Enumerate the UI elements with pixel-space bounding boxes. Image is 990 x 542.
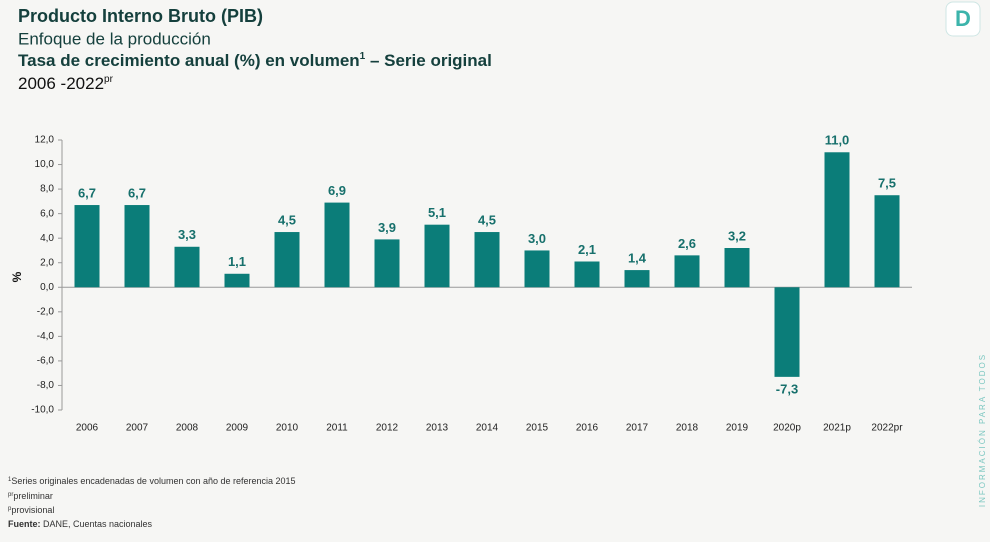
bar	[274, 232, 300, 288]
value-label: 5,1	[428, 205, 446, 220]
x-tick-label: 2007	[126, 423, 149, 434]
note: pprovisional	[8, 505, 54, 515]
bar	[74, 205, 100, 288]
x-tick-label: 2017	[626, 423, 649, 434]
period-main: 2006 -2022	[18, 74, 104, 93]
value-label: 7,5	[878, 176, 896, 191]
subtitle: Enfoque de la producción	[18, 29, 211, 48]
plot: -10,0 -8,0 -6,0 -4,0 -2,0 0,0 2,0 4,0 6,0 8,0 10,0…	[31, 133, 912, 434]
chart-title: Tasa de crecimiento anual (%) en volumen…	[18, 51, 492, 71]
value-label: 6,9	[328, 183, 346, 198]
bar	[624, 270, 650, 288]
y-tick-label: 10,0	[35, 159, 55, 170]
bar	[124, 205, 150, 288]
note-text: Series originales encadenadas de volumen…	[11, 476, 295, 486]
x-tick-label: 2009	[226, 423, 249, 434]
bar	[874, 195, 900, 288]
y-axis-label: %	[10, 271, 24, 282]
value-label: 3,2	[728, 228, 746, 243]
y-tick-label: 2,0	[40, 257, 54, 268]
x-tick-label: 2008	[176, 423, 199, 434]
logo-box	[945, 1, 981, 37]
note-text: preliminar	[13, 491, 53, 501]
x-tick-label: 2010	[276, 423, 299, 434]
x-tick-label: 2014	[476, 423, 499, 434]
value-label: 3,3	[178, 227, 196, 242]
x-tick-label: 2012	[376, 423, 399, 434]
y-tick-label: -4,0	[37, 331, 55, 342]
y-tick-label: 8,0	[40, 184, 54, 195]
logo: D	[955, 6, 971, 31]
value-label: 2,1	[578, 242, 596, 257]
value-label: 1,4	[628, 251, 647, 266]
value-label: 6,7	[128, 185, 146, 200]
note: prpreliminar	[8, 491, 53, 501]
x-tick-label: 2022pr	[871, 423, 903, 434]
x-tick-label: 2018	[676, 423, 699, 434]
note-sup: p	[8, 506, 12, 512]
title: Producto Interno Bruto (PIB)	[18, 6, 263, 26]
x-tick-label: 2013	[426, 423, 449, 434]
bar	[324, 202, 350, 288]
value-label: 6,7	[78, 185, 96, 200]
value-label: -7,3	[776, 381, 798, 396]
bar	[374, 239, 400, 288]
bar	[724, 248, 750, 288]
value-label: 4,5	[478, 212, 496, 227]
value-label: 1,1	[228, 254, 246, 269]
y-tick-label: -10,0	[31, 405, 54, 416]
chart-title-rest: – Serie original	[365, 51, 492, 70]
period: 2006 -2022pr	[18, 74, 114, 94]
x-tick-label: 2016	[576, 423, 599, 434]
period-sup: pr	[104, 74, 114, 85]
bar	[424, 224, 450, 288]
bar	[524, 250, 550, 288]
x-tick-label: 2021p	[823, 423, 851, 434]
bar	[824, 152, 850, 288]
source: Fuente: DANE, Cuentas nacionales	[8, 519, 153, 529]
source-label: Fuente:	[8, 519, 41, 529]
y-tick-label: -2,0	[37, 306, 55, 317]
note: 1Series originales encadenadas de volume…	[8, 476, 296, 486]
chart-title-sup: 1	[360, 51, 366, 62]
bar	[224, 273, 250, 288]
y-tick-label: 4,0	[40, 233, 54, 244]
x-tick-label: 2006	[76, 423, 99, 434]
value-label: 2,6	[678, 236, 696, 251]
chart-title-main: Tasa de crecimiento anual (%) en volumen	[18, 51, 360, 70]
y-tick-label: -8,0	[37, 380, 55, 391]
value-label: 3,0	[528, 231, 546, 246]
bar	[174, 246, 200, 288]
bar	[574, 261, 600, 288]
x-tick-label: 2015	[526, 423, 549, 434]
bar	[774, 287, 800, 377]
y-tick-label: 6,0	[40, 208, 54, 219]
x-tick-label: 2011	[326, 423, 348, 434]
y-tick-label: 12,0	[35, 135, 55, 146]
bar	[674, 255, 700, 288]
value-label: 3,9	[378, 220, 396, 235]
y-tick-label: 0,0	[40, 282, 54, 293]
source-text: DANE, Cuentas nacionales	[41, 519, 153, 529]
note-text: provisional	[11, 505, 54, 515]
bar	[474, 232, 500, 288]
value-label: 11,0	[825, 133, 850, 148]
x-tick-label: 2019	[726, 423, 749, 434]
value-label: 4,5	[278, 212, 296, 227]
y-tick-label: -6,0	[37, 356, 55, 367]
x-tick-label: 2020p	[773, 423, 801, 434]
side-text: INFORMACIÓN PARA TODOS	[978, 353, 987, 507]
note-sup: 1	[8, 477, 12, 483]
note-sup: pr	[8, 492, 13, 498]
